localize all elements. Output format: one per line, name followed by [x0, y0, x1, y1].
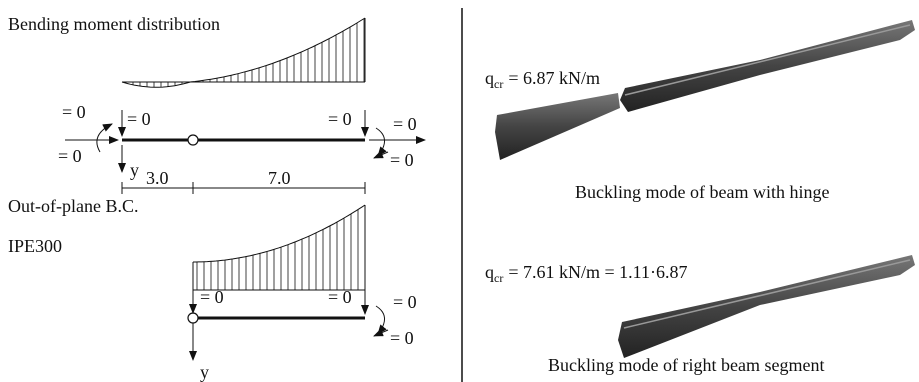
symbol: q: [485, 68, 494, 88]
symbol: q: [485, 262, 494, 282]
bc-label: = 0: [127, 109, 151, 129]
section-title: Out-of-plane B.C.: [8, 196, 138, 216]
bc-label: = 0: [390, 328, 414, 348]
critical-load: qcr = 6.87 kN/m: [485, 68, 600, 91]
section-name: IPE300: [8, 236, 62, 256]
twist-arrow: [374, 330, 388, 336]
beam-segment: [620, 20, 915, 112]
buckled-beam: [495, 20, 915, 160]
bc-label: = 0: [393, 292, 417, 312]
bc-label: = 0: [393, 114, 417, 134]
critical-load: qcr = 7.61 kN/m = 1.11·6.87: [485, 262, 687, 285]
bc-label: = 0: [328, 109, 352, 129]
beam-flange: [625, 25, 910, 95]
equation: = 6.87 kN/m: [508, 68, 600, 88]
twist-arrow: [374, 152, 388, 158]
beam-segment: [495, 93, 620, 160]
rotation-arrow: [97, 124, 112, 152]
rotation-arrow: [376, 306, 385, 334]
moment-title: Bending moment distribution: [8, 14, 220, 34]
bc-label: = 0: [200, 287, 224, 307]
bc-label: = 0: [390, 150, 414, 170]
hinge: [188, 135, 198, 145]
equation: = 7.61 kN/m = 1.11·6.87: [508, 262, 687, 282]
y-axis-label: y: [200, 362, 209, 382]
subscript: cr: [494, 271, 503, 285]
caption: Buckling mode of beam with hinge: [575, 182, 829, 202]
hinge: [188, 313, 198, 323]
moment-diagram: [193, 205, 365, 290]
bc-label: = 0: [62, 102, 86, 122]
bc-label: = 0: [328, 287, 352, 307]
dimension-label: 3.0: [146, 168, 169, 188]
subscript: cr: [494, 77, 503, 91]
y-axis-label: y: [130, 160, 139, 180]
figure: Bending moment distribution = 0 = 0 = 0 …: [0, 0, 919, 382]
bc-label: = 0: [58, 146, 82, 166]
rotation-arrow: [376, 128, 385, 156]
moment-curve: [193, 205, 365, 262]
dimension-label: 7.0: [268, 168, 291, 188]
caption: Buckling mode of right beam segment: [548, 355, 824, 375]
